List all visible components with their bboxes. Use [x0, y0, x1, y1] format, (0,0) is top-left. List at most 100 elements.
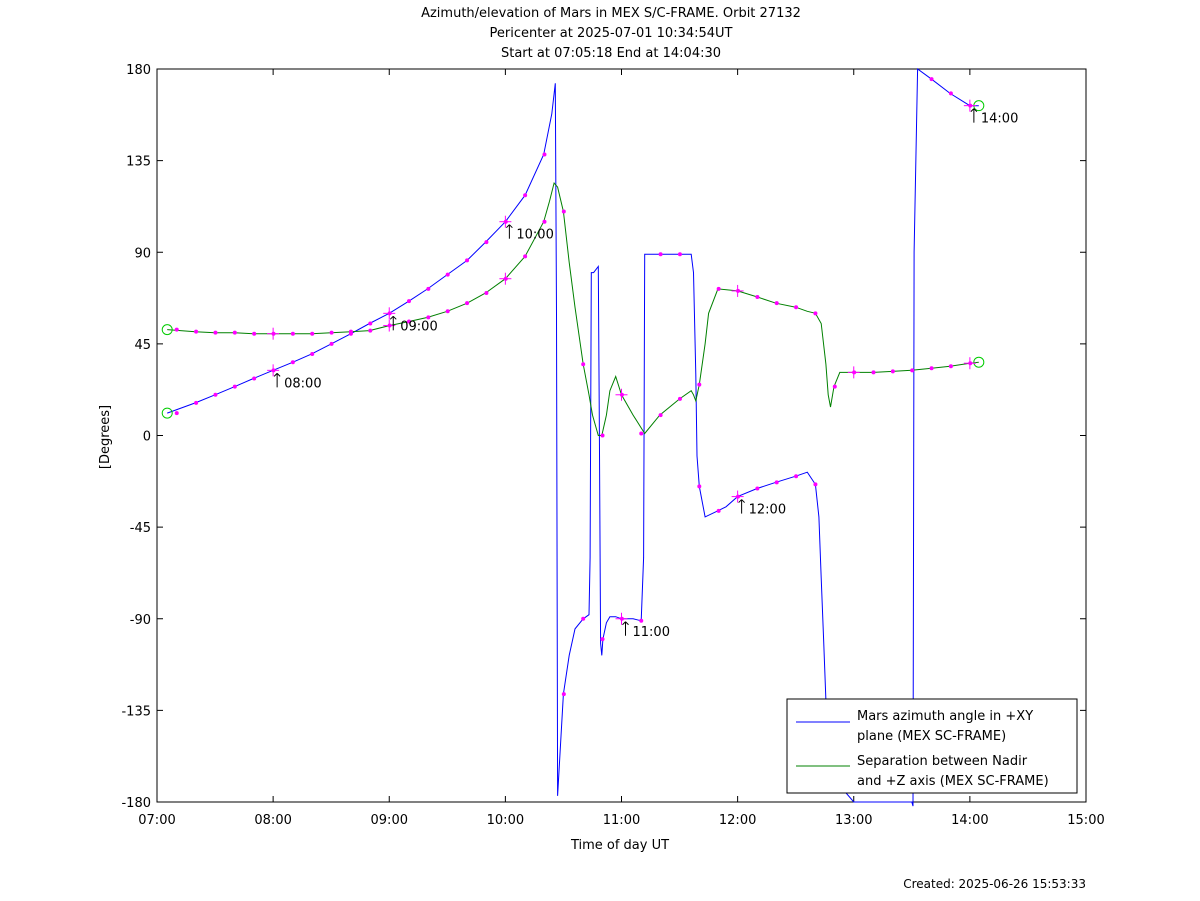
annotation-arrowhead [973, 108, 978, 113]
sample-dot [929, 77, 934, 82]
annotation-arrowhead [276, 372, 281, 377]
sample-dot [465, 301, 470, 306]
sample-dot [252, 376, 257, 381]
y-axis-label: [Degrees] [98, 405, 113, 469]
x-tick-label: 14:00 [951, 813, 988, 828]
plot-frame [156, 68, 1087, 803]
sample-dot [484, 290, 489, 295]
sample-dot [194, 400, 199, 405]
annotation-arrowhead [392, 315, 397, 320]
legend: Mars azimuth angle in +XY plane (MEX SC-… [786, 698, 1078, 794]
sample-dot [368, 321, 373, 326]
sample-dot [639, 618, 644, 623]
sample-dot [290, 360, 295, 365]
legend-label-separation-2: and +Z axis (MEX SC-FRAME) [857, 774, 1049, 789]
y-tick-label: 180 [126, 63, 151, 78]
x-axis-label: Time of day UT [570, 838, 669, 853]
sample-dot [484, 240, 489, 245]
annotation-arrowhead [738, 499, 742, 503]
endpoint-marker [161, 407, 173, 419]
sample-dot [232, 330, 237, 335]
x-tick-label: 12:00 [719, 813, 756, 828]
y-tick-label: 90 [134, 246, 151, 261]
sample-dot [213, 330, 218, 335]
x-axis: 07:00 08:00 09:00 10:00 11:00 12:00 13:00 14:00… [138, 69, 1105, 828]
y-tick-label: -90 [130, 613, 151, 628]
sample-dot [677, 396, 682, 401]
sample-dot [213, 392, 218, 397]
hour-annotation: 10:00 [516, 228, 553, 243]
sample-dot [561, 692, 566, 697]
y-tick-label: 135 [126, 155, 151, 170]
sample-dot [929, 366, 934, 371]
legend-label-separation-1: Separation between Nadir [857, 754, 1028, 769]
sample-dot [639, 431, 644, 436]
sample-dot [910, 368, 915, 373]
sample-dot [465, 258, 470, 263]
y-tick-label: -135 [121, 704, 151, 719]
series-layer [167, 68, 979, 807]
hour-annotation: 08:00 [284, 376, 321, 391]
sample-dot [774, 480, 779, 485]
annotation-arrowhead [741, 499, 745, 503]
sample-dot [174, 327, 179, 332]
y-tick-label: 0 [143, 430, 151, 445]
sample-dot [445, 272, 450, 277]
sample-dot [406, 299, 411, 304]
annotation-arrowhead [509, 224, 513, 229]
sample-dot [677, 252, 682, 257]
sample-dot [948, 364, 953, 369]
title-line-1: Azimuth/elevation of Mars in MEX S/C-FRA… [421, 6, 801, 21]
sample-dot [774, 301, 779, 306]
sample-dot [716, 286, 721, 291]
sample-dot [523, 254, 528, 259]
sample-dot [794, 474, 799, 479]
series-line-0 [167, 68, 979, 807]
sample-dot [290, 331, 295, 336]
hour-annotation: 09:00 [400, 319, 437, 334]
annotation-arrowhead [622, 621, 626, 626]
y-tick-label: 45 [134, 338, 151, 353]
x-tick-label: 08:00 [254, 813, 291, 828]
sample-dot [329, 330, 334, 335]
annotation-arrowhead [389, 315, 394, 320]
endpoint-marker [973, 356, 985, 368]
hour-annotation: 14:00 [981, 112, 1018, 127]
annotation-arrowhead [506, 224, 510, 229]
sample-dot [832, 384, 837, 389]
annotation-arrowhead [273, 372, 278, 377]
legend-label-azimuth-2: plane (MEX SC-FRAME) [857, 729, 1006, 744]
y-tick-label: -45 [130, 521, 151, 536]
sample-dot [581, 362, 586, 367]
x-tick-label: 15:00 [1067, 813, 1104, 828]
sample-dot [581, 616, 586, 621]
sample-dot [871, 370, 876, 375]
series-line-1 [167, 181, 979, 436]
title-line-3: Start at 07:05:18 End at 14:04:30 [501, 46, 721, 61]
sample-dot [174, 411, 179, 416]
x-tick-label: 10:00 [487, 813, 524, 828]
sample-dot [600, 433, 605, 438]
sample-dot [697, 484, 702, 489]
sample-dot [542, 152, 547, 157]
sample-dot [406, 319, 411, 324]
annotation-arrowhead [970, 108, 975, 113]
sample-dot [329, 341, 334, 346]
sample-dot [890, 369, 895, 374]
annotations-layer: 08:00 09:00 10:00 11:00 12:00 14:00 [273, 108, 1018, 640]
sample-dot [697, 382, 702, 387]
legend-label-azimuth-1: Mars azimuth angle in +XY [857, 709, 1033, 724]
x-tick-label: 13:00 [835, 813, 872, 828]
y-axis: 180 135 90 45 0 -45 -90 -135 -180 [121, 63, 1086, 811]
sample-dot [348, 329, 353, 334]
endpoint-marker [161, 324, 173, 336]
sample-dot [368, 328, 373, 333]
sample-dot [794, 305, 799, 310]
legend-box [786, 698, 1078, 794]
sample-dot [232, 384, 237, 389]
sample-dot [755, 295, 760, 300]
sample-dot [426, 286, 431, 291]
sample-dot [194, 329, 199, 334]
created-timestamp: Created: 2025-06-26 15:53:33 [903, 877, 1086, 891]
sample-dot [310, 331, 315, 336]
